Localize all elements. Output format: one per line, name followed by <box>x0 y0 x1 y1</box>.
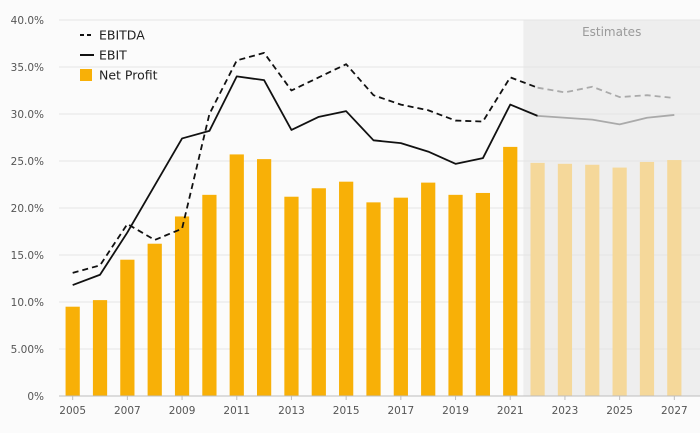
bar <box>612 167 627 396</box>
bar <box>147 243 162 396</box>
line-ebit <box>72 75 538 286</box>
y-tick-label: 20.0% <box>11 203 44 215</box>
y-tick-label: 5.00% <box>11 344 44 356</box>
y-tick-label: 15.0% <box>11 250 44 262</box>
x-tick-label: 2015 <box>333 405 360 417</box>
axes: 0% 5.00% 10.0% 15.0% 20.0% 25.0% 30.0% 35.0% 40.… <box>11 15 700 417</box>
bar <box>448 194 463 396</box>
y-tick-label: 40.0% <box>11 15 44 27</box>
bar <box>557 163 573 396</box>
bar <box>339 181 354 396</box>
bar <box>585 164 600 396</box>
y-tick-label: 35.0% <box>11 62 44 74</box>
x-tick-label: 2007 <box>114 405 141 417</box>
legend: EBITDA EBIT Net Profit <box>80 28 158 83</box>
x-tick-label: 2023 <box>552 405 579 417</box>
bar <box>174 216 190 396</box>
bar <box>256 159 272 396</box>
y-tick-label: 30.0% <box>11 109 44 121</box>
y-tick-label: 10.0% <box>11 297 44 309</box>
bar <box>475 192 491 396</box>
bar <box>92 300 108 396</box>
bar <box>667 160 682 396</box>
x-tick-label: 2017 <box>387 405 414 417</box>
bar <box>503 146 518 396</box>
legend-label-net-profit: Net Profit <box>99 68 158 83</box>
bar <box>393 197 408 396</box>
lines <box>72 52 675 286</box>
y-tick-label: 0% <box>27 391 44 403</box>
x-tick-label: 2025 <box>606 405 633 417</box>
x-tick-label: 2021 <box>497 405 524 417</box>
bar <box>120 259 135 396</box>
bar <box>229 154 244 396</box>
x-tick-label: 2011 <box>223 405 250 417</box>
bar <box>311 188 326 396</box>
line-ebitda <box>72 52 538 274</box>
estimates-label: Estimates <box>582 25 641 39</box>
legend-label-ebit: EBIT <box>99 48 127 63</box>
bar <box>639 161 655 396</box>
bars-net-profit <box>65 146 682 396</box>
line-ebitda-estimate <box>537 85 675 99</box>
line-ebit-estimate <box>537 114 675 126</box>
legend-swatch-net-profit <box>80 69 92 81</box>
x-tick-label: 2005 <box>59 405 86 417</box>
x-tick-label: 2027 <box>661 405 688 417</box>
x-tick-label: 2019 <box>442 405 469 417</box>
legend-label-ebitda: EBITDA <box>99 28 145 43</box>
bar <box>65 306 80 396</box>
bar <box>530 162 545 396</box>
y-tick-label: 25.0% <box>11 156 44 168</box>
bar <box>421 182 436 396</box>
x-tick-label: 2009 <box>169 405 196 417</box>
bar <box>366 202 381 396</box>
x-tick-label: 2013 <box>278 405 305 417</box>
bar <box>284 196 299 396</box>
bar <box>202 194 217 396</box>
